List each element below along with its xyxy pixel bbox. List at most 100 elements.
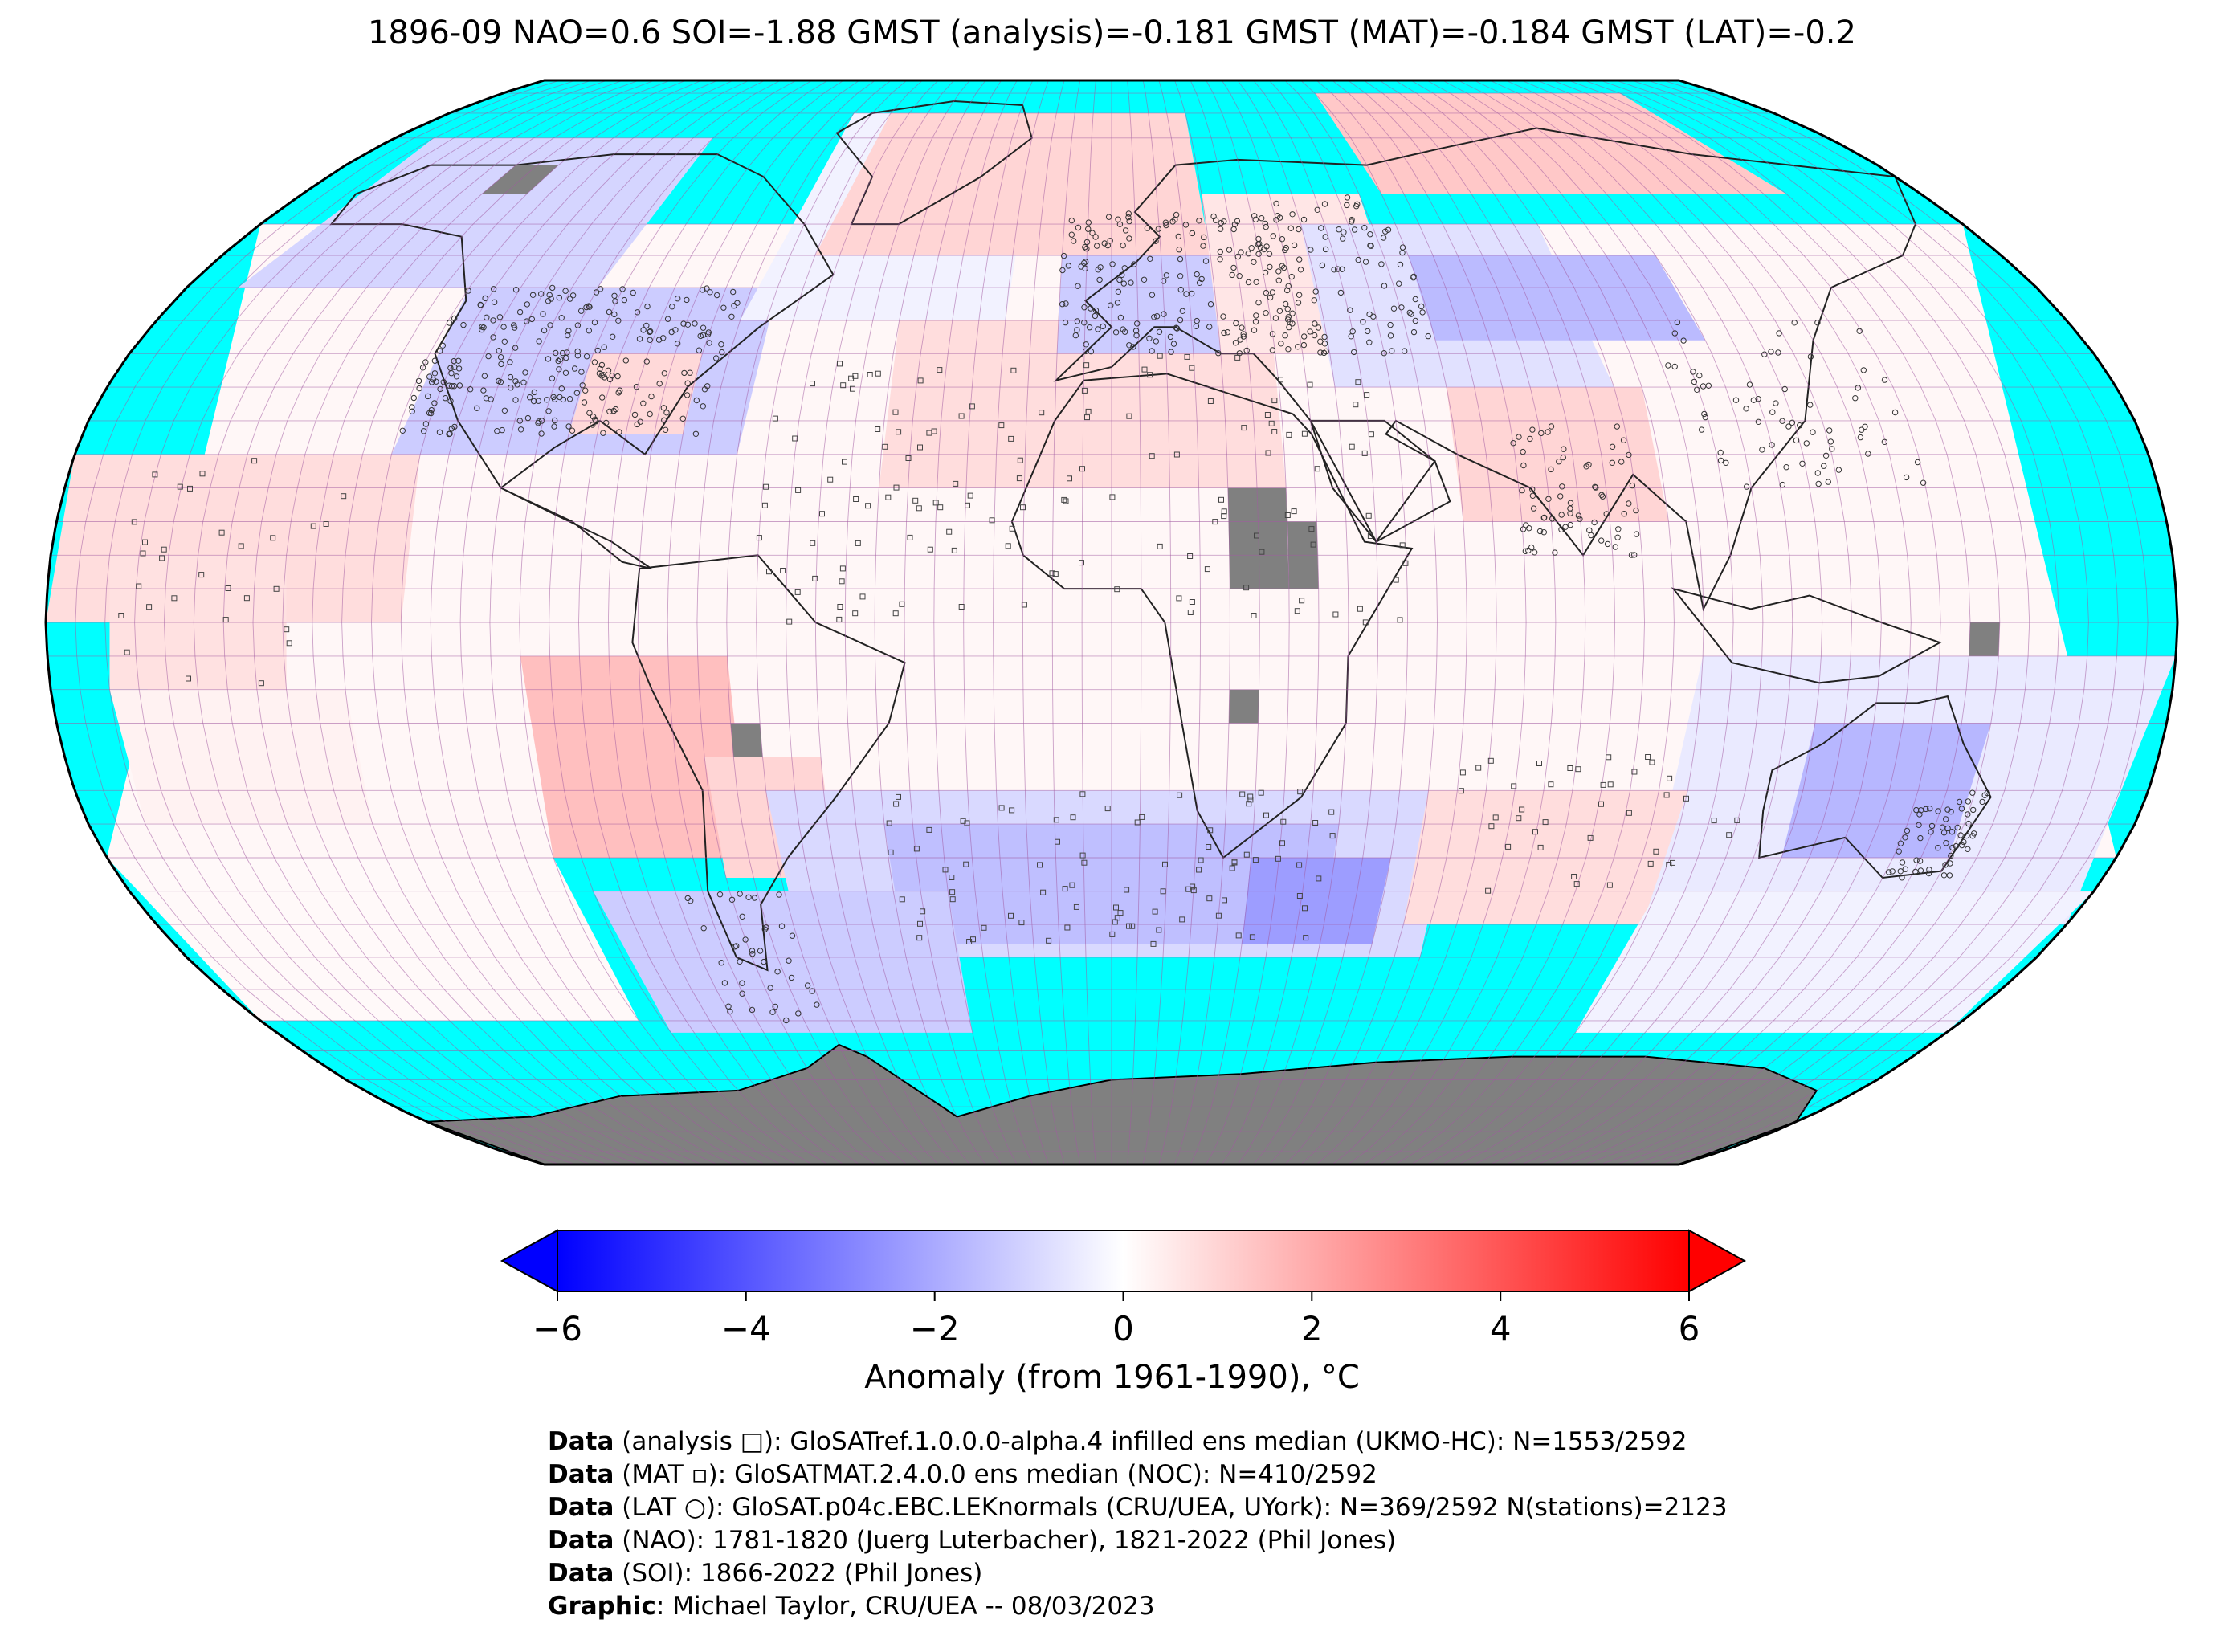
land-station-marker xyxy=(1914,459,1921,466)
land-station-marker xyxy=(1380,235,1387,241)
missing-cell xyxy=(1969,622,2000,656)
land-station-marker xyxy=(442,395,449,402)
marine-cell-marker xyxy=(1212,519,1218,525)
land-station-marker xyxy=(1081,320,1088,326)
marine-cell-marker xyxy=(1485,887,1492,894)
land-station-marker xyxy=(749,948,756,954)
land-station-marker xyxy=(1920,479,1927,486)
land-station-marker xyxy=(1173,324,1180,331)
land-station-marker xyxy=(592,416,598,422)
land-station-marker xyxy=(1965,798,1972,805)
land-station-marker xyxy=(700,403,706,410)
land-station-marker xyxy=(1231,221,1239,227)
land-station-marker xyxy=(630,289,636,296)
land-station-marker xyxy=(1114,300,1121,306)
anomaly-patch xyxy=(879,320,1287,488)
land-station-marker xyxy=(426,373,433,380)
marine-cell-marker xyxy=(1353,402,1359,408)
land-station-marker xyxy=(1815,480,1822,487)
land-station-marker xyxy=(1775,349,1781,356)
land-station-marker xyxy=(1671,363,1678,370)
marine-cell-marker xyxy=(772,415,778,422)
land-station-marker xyxy=(1263,289,1270,296)
land-station-marker xyxy=(1965,820,1972,827)
land-station-marker xyxy=(1390,305,1398,312)
land-station-marker xyxy=(1381,283,1388,289)
land-station-marker xyxy=(1221,218,1227,225)
land-station-marker xyxy=(1233,320,1239,327)
marine-cell-marker xyxy=(1645,754,1651,760)
land-station-marker xyxy=(1620,437,1627,443)
land-station-marker xyxy=(786,957,792,964)
land-station-marker xyxy=(1943,816,1949,822)
land-station-marker xyxy=(1935,808,1941,814)
land-station-marker xyxy=(453,373,460,380)
colorbar-tick-label: 6 xyxy=(1678,1309,1700,1348)
land-station-marker xyxy=(558,385,565,392)
land-station-marker xyxy=(1781,385,1788,393)
land-station-marker xyxy=(757,948,764,954)
land-station-marker xyxy=(1410,273,1417,280)
marine-cell-marker xyxy=(1532,829,1538,835)
land-station-marker xyxy=(569,427,576,434)
marine-cell-marker xyxy=(842,459,847,465)
land-station-marker xyxy=(1116,221,1124,227)
marine-cell-marker xyxy=(949,875,955,880)
land-station-marker xyxy=(1631,552,1638,558)
land-station-marker xyxy=(416,385,422,392)
land-station-marker xyxy=(1238,249,1244,255)
land-station-marker xyxy=(1163,272,1170,279)
marine-cell-marker xyxy=(786,618,793,625)
land-station-marker xyxy=(1523,522,1529,528)
land-station-marker xyxy=(422,421,430,427)
land-station-marker xyxy=(1408,311,1414,317)
land-station-marker xyxy=(1698,426,1705,433)
land-station-marker xyxy=(1773,400,1779,406)
land-station-marker xyxy=(1926,867,1932,873)
land-station-marker xyxy=(1603,511,1610,517)
land-station-marker xyxy=(1315,324,1322,331)
land-station-marker xyxy=(1614,534,1621,540)
land-station-marker xyxy=(1680,337,1687,344)
land-station-marker xyxy=(701,386,708,393)
marine-cell-marker xyxy=(1492,814,1499,821)
land-station-marker xyxy=(1626,451,1632,459)
land-station-marker xyxy=(606,408,613,414)
land-station-marker xyxy=(456,382,463,389)
land-station-marker xyxy=(718,960,724,966)
colorbar-tick-label: 4 xyxy=(1489,1309,1512,1348)
land-station-marker xyxy=(1161,311,1167,317)
marine-cell-marker xyxy=(937,367,943,373)
marine-cell-marker xyxy=(1067,475,1072,482)
marine-cell-marker xyxy=(926,826,932,833)
land-station-marker xyxy=(684,296,690,304)
land-station-marker xyxy=(1829,446,1835,452)
land-station-marker xyxy=(547,322,553,328)
marine-cell-marker xyxy=(1113,904,1119,911)
marine-cell-marker xyxy=(152,471,158,478)
land-station-marker xyxy=(1253,279,1259,285)
land-station-marker xyxy=(1275,277,1283,283)
land-station-marker xyxy=(448,426,455,432)
land-station-marker xyxy=(647,410,653,418)
land-station-marker xyxy=(727,1008,733,1015)
land-station-marker xyxy=(720,304,727,311)
land-station-marker xyxy=(1793,437,1800,444)
land-station-marker xyxy=(1942,862,1949,868)
marine-cell-marker xyxy=(1296,893,1303,899)
land-station-marker xyxy=(1425,332,1431,340)
land-station-marker xyxy=(1387,321,1394,328)
land-station-marker xyxy=(1604,540,1611,548)
land-station-marker xyxy=(1917,867,1924,874)
marine-cell-marker xyxy=(963,861,969,867)
land-station-marker xyxy=(1215,350,1222,357)
marine-cell-marker xyxy=(1206,844,1212,850)
land-station-marker xyxy=(1097,264,1104,271)
marine-cell-marker xyxy=(177,483,183,490)
marine-cell-marker xyxy=(907,534,913,540)
land-station-marker xyxy=(660,405,667,411)
land-station-marker xyxy=(511,322,517,328)
marine-cell-marker xyxy=(1606,754,1612,761)
land-station-marker xyxy=(1560,454,1567,461)
land-station-marker xyxy=(1746,381,1753,388)
